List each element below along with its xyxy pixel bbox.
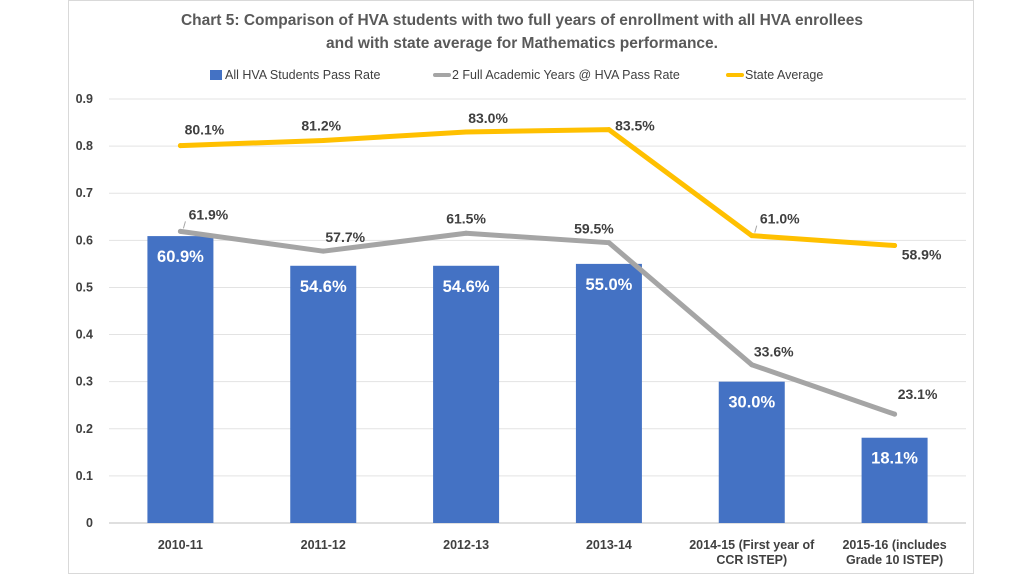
x-category-label: 2012-13 bbox=[443, 538, 489, 552]
bar bbox=[433, 265, 500, 523]
line-data-label: 61.5% bbox=[446, 210, 486, 226]
series-line bbox=[177, 127, 898, 249]
series-point bbox=[177, 228, 183, 234]
legend-swatch-bar bbox=[210, 70, 222, 80]
series-point bbox=[177, 143, 183, 149]
line-data-label: 81.2% bbox=[301, 117, 341, 133]
series-point bbox=[463, 230, 469, 236]
line-data-label: 59.5% bbox=[574, 221, 614, 237]
x-category-label: 2014-15 (First year of bbox=[689, 538, 815, 552]
legend-label-two-year: 2 Full Academic Years @ HVA Pass Rate bbox=[452, 68, 680, 82]
gridlines bbox=[109, 98, 966, 524]
series-point bbox=[463, 129, 469, 135]
series-point bbox=[606, 240, 612, 246]
line-data-label: 83.5% bbox=[615, 118, 655, 134]
y-tick-label: 0.3 bbox=[76, 375, 93, 389]
x-category-label: Grade 10 ISTEP) bbox=[846, 553, 943, 567]
label-leader-line bbox=[754, 225, 758, 233]
bar bbox=[718, 381, 785, 523]
y-tick-label: 0.4 bbox=[76, 328, 93, 342]
data-labels: 60.9% 54.6% 54.6% 55.0% 30.0% 18.1% 61.9% 57.7%… bbox=[157, 110, 942, 468]
chart-svg: Chart 5: Comparison of HVA students with… bbox=[76, 12, 966, 567]
legend-label-state: State Average bbox=[745, 68, 823, 82]
x-category-label: 2015-16 (includes bbox=[842, 538, 946, 552]
y-tick-label: 0.2 bbox=[76, 422, 93, 436]
line-data-label: 80.1% bbox=[185, 122, 225, 138]
line-data-label: 33.6% bbox=[754, 344, 794, 360]
line-data-label: 23.1% bbox=[898, 386, 938, 402]
series-point bbox=[892, 243, 898, 249]
bar-data-label: 18.1% bbox=[871, 450, 918, 468]
y-tick-label: 0.1 bbox=[76, 469, 93, 483]
series-point bbox=[749, 362, 755, 368]
bar bbox=[290, 265, 357, 523]
bar bbox=[861, 437, 928, 523]
bar-data-label: 54.6% bbox=[443, 278, 490, 296]
x-axis: 2010-11 2011-12 2012-13 2013-14 2014-15 (Fir… bbox=[158, 538, 947, 567]
y-tick-label: 0.9 bbox=[76, 92, 93, 106]
y-axis: 0 0.1 0.2 0.3 0.4 0.5 0.6 0.7 0.8 0.9 bbox=[76, 92, 93, 530]
series-point bbox=[320, 248, 326, 254]
x-category-label: 2011-12 bbox=[301, 538, 346, 552]
bar-data-label: 55.0% bbox=[586, 276, 633, 294]
x-category-label: 2013-14 bbox=[586, 538, 632, 552]
x-category-label: 2010-11 bbox=[158, 538, 203, 552]
line-series bbox=[177, 127, 898, 417]
line-data-label: 57.7% bbox=[325, 229, 365, 245]
chart-title-line-2: and with state average for Mathematics p… bbox=[326, 35, 718, 52]
label-leader-line bbox=[182, 221, 186, 229]
legend-label-all-hva: All HVA Students Pass Rate bbox=[225, 68, 380, 82]
series-point bbox=[320, 137, 326, 143]
bar-data-label: 54.6% bbox=[300, 278, 347, 296]
series-point bbox=[606, 127, 612, 133]
line-data-label: 61.0% bbox=[760, 211, 800, 227]
chart-title-line-1: Chart 5: Comparison of HVA students with… bbox=[181, 12, 863, 29]
y-tick-label: 0.5 bbox=[76, 280, 93, 294]
line-data-label: 83.0% bbox=[468, 110, 508, 126]
y-tick-label: 0.8 bbox=[76, 139, 93, 153]
line-data-label: 58.9% bbox=[902, 247, 942, 263]
y-tick-label: 0 bbox=[86, 516, 93, 530]
series-point bbox=[892, 411, 898, 417]
series-point bbox=[749, 233, 755, 239]
chart-frame: Chart 5: Comparison of HVA students with… bbox=[68, 0, 974, 574]
y-tick-label: 0.7 bbox=[76, 186, 93, 200]
x-category-label: CCR ISTEP) bbox=[716, 553, 787, 567]
series-line bbox=[177, 228, 898, 417]
bar bbox=[575, 263, 642, 523]
bar bbox=[147, 236, 214, 524]
bar-data-label: 60.9% bbox=[157, 248, 204, 266]
y-tick-label: 0.6 bbox=[76, 233, 93, 247]
line-data-label: 61.9% bbox=[189, 206, 229, 222]
legend: All HVA Students Pass Rate 2 Full Academ… bbox=[210, 68, 823, 82]
bar-series bbox=[147, 236, 928, 524]
bar-data-label: 30.0% bbox=[728, 394, 775, 412]
